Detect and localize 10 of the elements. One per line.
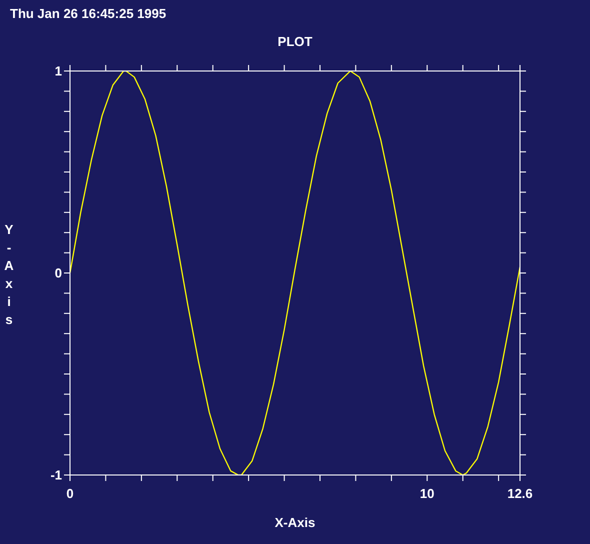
y-tick-label: 0 bbox=[54, 266, 62, 281]
x-tick-label: 0 bbox=[66, 486, 74, 502]
y-axis-title: Y-Axis bbox=[4, 221, 14, 329]
x-tick-label: 12.6 bbox=[507, 486, 533, 502]
y-tick-label: 1 bbox=[54, 64, 62, 79]
x-axis-title: X-Axis bbox=[274, 515, 316, 530]
text: Thu Jan 26 16:45:25 1995 bbox=[10, 6, 166, 21]
y-tick-label: -1 bbox=[50, 468, 62, 483]
x-tick-label: 10 bbox=[420, 486, 434, 502]
chart-title: PLOT bbox=[276, 34, 314, 49]
